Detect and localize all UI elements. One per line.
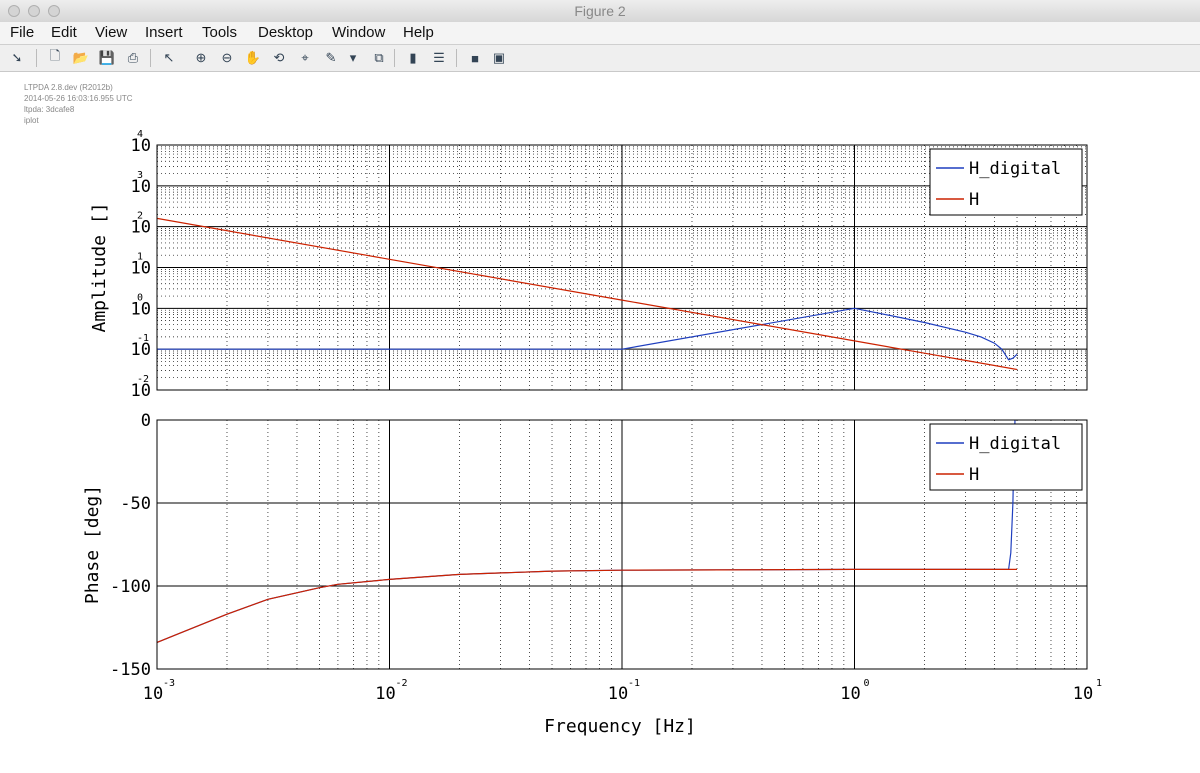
zoom-out-icon[interactable]: ⊖ bbox=[221, 50, 233, 65]
amplitude-ylabel: Amplitude [] bbox=[89, 202, 110, 332]
amplitude-ytick-exponent: -1 bbox=[137, 333, 149, 344]
phase-xtick-label: 10 bbox=[840, 684, 860, 704]
hide-tools-icon[interactable]: ■ bbox=[471, 50, 479, 66]
link-plot-icon[interactable]: ⧉ bbox=[374, 50, 384, 65]
amplitude-ytick-exponent: 4 bbox=[137, 129, 143, 140]
phase-xtick-exponent: -1 bbox=[628, 678, 640, 689]
phase-ytick-label: -50 bbox=[120, 494, 151, 514]
menu-tools[interactable]: Tools bbox=[202, 24, 238, 41]
phase-xtick-label: 10 bbox=[608, 684, 628, 704]
amplitude-legend: H_digital H bbox=[929, 148, 1083, 216]
amplitude-ytick-label: 10 bbox=[131, 177, 151, 197]
dock-arrow-icon[interactable]: ➘ bbox=[11, 50, 23, 65]
stamp-version: LTPDA 2.8.dev (R2012b) bbox=[24, 83, 113, 92]
zoom-in-icon[interactable]: ⊕ bbox=[195, 50, 207, 65]
brush-dropdown-icon[interactable]: ▾ bbox=[349, 50, 357, 65]
amplitude-ytick-label: 10 bbox=[131, 218, 151, 238]
zoom-window-button[interactable] bbox=[48, 5, 60, 17]
phase-xlabel: Frequency [Hz] bbox=[544, 716, 696, 737]
phase-ytick-label: 0 bbox=[141, 411, 151, 431]
phase-legend: H_digital H bbox=[929, 423, 1083, 491]
amplitude-series-h-digital bbox=[157, 307, 1018, 361]
phase-xtick-exponent: -2 bbox=[395, 678, 407, 689]
new-figure-icon[interactable]: 🗋 bbox=[49, 48, 61, 63]
menu-desktop[interactable]: Desktop bbox=[258, 24, 314, 41]
phase-xtick-exponent: 1 bbox=[1096, 678, 1102, 689]
amplitude-legend-box bbox=[929, 148, 1083, 216]
menu-file[interactable]: File bbox=[10, 24, 35, 41]
phase-axes-box bbox=[156, 419, 1088, 670]
phase-legend-label: H bbox=[969, 465, 979, 485]
amplitude-ytick-label: 10 bbox=[131, 136, 151, 156]
rotate-icon[interactable]: ⟲ bbox=[273, 50, 285, 65]
pointer-icon[interactable]: ↖ bbox=[163, 50, 175, 65]
amplitude-legend-label: H_digital bbox=[969, 159, 1061, 179]
legend-icon[interactable]: ☰ bbox=[433, 50, 445, 65]
phase-axes: 0-50-100-15010-310-210-1100101Frequency … bbox=[82, 411, 1102, 737]
phase-ytick-label: -100 bbox=[110, 577, 151, 597]
save-icon[interactable]: 💾 bbox=[98, 50, 116, 65]
amplitude-legend-label: H bbox=[969, 190, 979, 210]
menu-help[interactable]: Help bbox=[403, 24, 434, 41]
phase-xtick-exponent: 0 bbox=[863, 678, 869, 689]
show-tools-icon[interactable]: ▣ bbox=[492, 50, 506, 65]
menu-edit[interactable]: Edit bbox=[51, 24, 77, 41]
toolbar-separator bbox=[456, 49, 457, 67]
phase-xtick-exponent: -3 bbox=[163, 678, 175, 689]
amplitude-ytick-exponent: 1 bbox=[137, 252, 143, 263]
toolbar-separator bbox=[394, 49, 395, 67]
toolbar-separator bbox=[36, 49, 37, 67]
menu-insert[interactable]: Insert bbox=[145, 24, 183, 41]
amplitude-axes-box bbox=[156, 144, 1088, 391]
amplitude-ytick-exponent: 2 bbox=[137, 211, 143, 222]
figure-toolbar: ➘ 🗋 📂 💾 ⎙ ↖ ⊕ ⊖ ✋ ⟲ ⌖ ✎ ▾ ⧉ ▮ ☰ ■ ▣ bbox=[0, 45, 1200, 72]
menu-window[interactable]: Window bbox=[332, 24, 386, 41]
close-window-button[interactable] bbox=[8, 5, 20, 17]
stamp-hash: ltpda: 3dcafe8 bbox=[24, 105, 75, 114]
phase-ylabel: Phase [deg] bbox=[82, 485, 103, 604]
menu-bar: File Edit View Insert Tools Desktop Wind… bbox=[0, 22, 1200, 45]
amplitude-ytick-label: 10 bbox=[131, 381, 151, 401]
toolbar-separator bbox=[150, 49, 151, 67]
phase-xtick-label: 10 bbox=[375, 684, 395, 704]
phase-xtick-label: 10 bbox=[143, 684, 163, 704]
phase-series-h bbox=[156, 568, 1017, 643]
stamp-timestamp: 2014-05-26 16:03:16.955 UTC bbox=[24, 94, 133, 103]
menu-view[interactable]: View bbox=[95, 24, 128, 41]
amplitude-ytick-exponent: 3 bbox=[137, 170, 143, 181]
phase-ytick-label: -150 bbox=[110, 660, 151, 680]
amplitude-ytick-label: 10 bbox=[131, 340, 151, 360]
amplitude-ytick-exponent: -2 bbox=[137, 374, 149, 385]
print-icon[interactable]: ⎙ bbox=[127, 50, 139, 65]
phase-legend-label: H_digital bbox=[969, 434, 1061, 454]
phase-xtick-label: 10 bbox=[1073, 684, 1093, 704]
pan-icon[interactable]: ✋ bbox=[244, 50, 262, 65]
open-file-icon[interactable]: 📂 bbox=[72, 50, 90, 65]
stamp-plotter: iplot bbox=[24, 116, 39, 125]
minimize-window-button[interactable] bbox=[28, 5, 40, 17]
colorbar-icon[interactable]: ▮ bbox=[409, 50, 417, 65]
phase-legend-box bbox=[929, 423, 1083, 491]
data-cursor-icon[interactable]: ⌖ bbox=[301, 50, 309, 65]
amplitude-ytick-label: 10 bbox=[131, 299, 151, 319]
amplitude-ytick-exponent: 0 bbox=[137, 292, 143, 303]
amplitude-ytick-label: 10 bbox=[131, 259, 151, 279]
window-title: Figure 2 bbox=[574, 3, 626, 19]
amplitude-series-h bbox=[156, 217, 1018, 371]
brush-icon[interactable]: ✎ bbox=[325, 50, 337, 65]
